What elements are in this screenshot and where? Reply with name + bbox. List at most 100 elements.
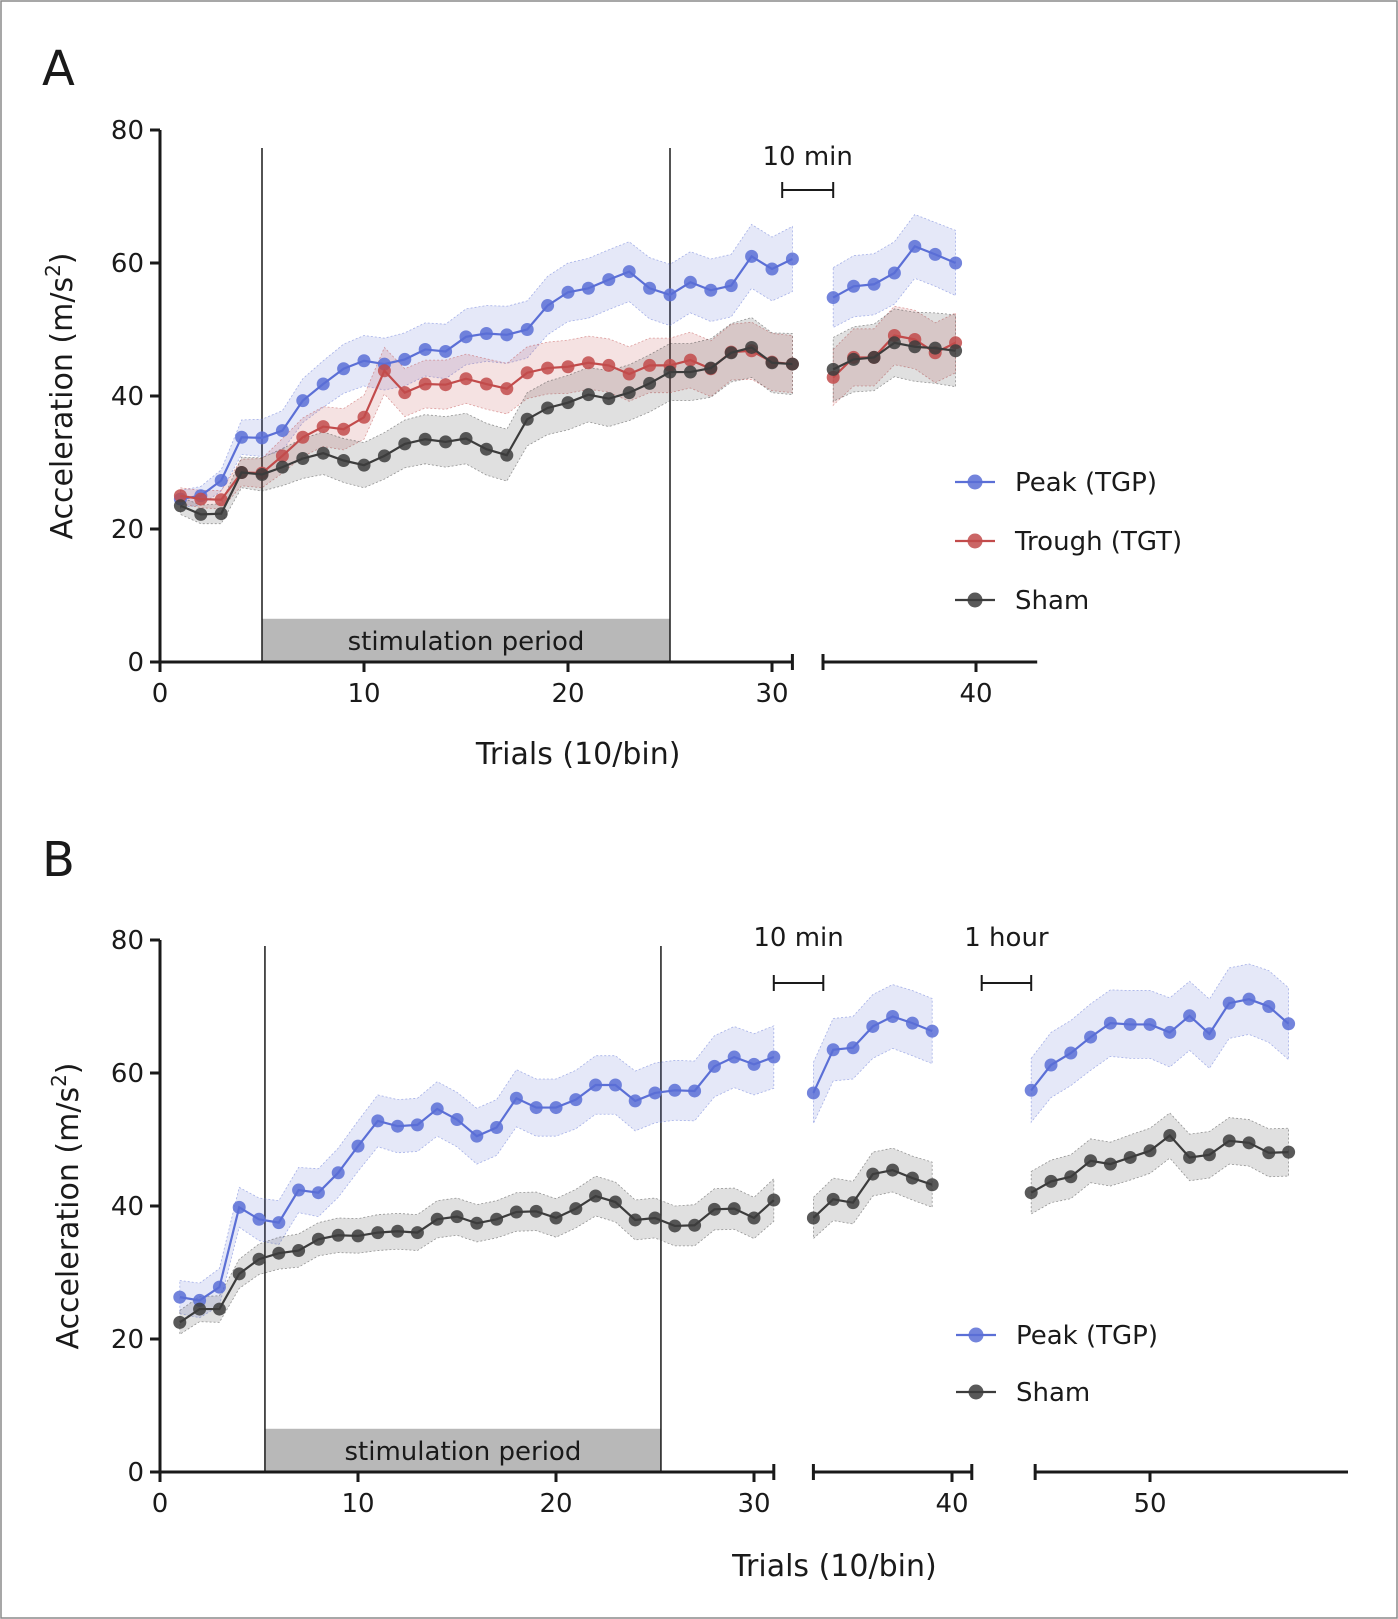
panel-a-chart: stimulation period 0 20 40 60 80 0 10 20 30 40 Tria…: [41, 116, 1182, 772]
panel-b-x-tick-label-20: 20: [539, 1489, 572, 1519]
panel-b-peak-tgp-point: [371, 1114, 385, 1128]
panel-b-peak-tgp-point: [1183, 1009, 1197, 1023]
panel-b-peak-tgp-point: [212, 1280, 226, 1294]
panel-a-peak-tgp-point: [867, 277, 881, 291]
panel-b-sham-point: [351, 1229, 365, 1243]
panel-a-y-tick-label-80: 80: [111, 116, 144, 146]
panel-a-trough-tgt-point: [602, 358, 616, 372]
panel-b-sham-point: [688, 1218, 702, 1232]
panel-b-sham-point: [1024, 1186, 1038, 1200]
panel-b-peak-tgp-point: [1163, 1025, 1177, 1039]
panel-a-trough-tgt-point: [296, 430, 310, 444]
panel-b-peak-tgp-point: [1024, 1083, 1038, 1097]
panel-b-sham-point: [886, 1163, 900, 1177]
panel-b-peak-tgp-point: [410, 1118, 424, 1132]
panel-a-peak-tgp-point: [541, 299, 555, 313]
panel-b-peak-tgp-point: [589, 1078, 603, 1092]
panel-b-x-tick-label-0: 0: [152, 1489, 169, 1519]
panel-a-trough-tgt-point: [357, 410, 371, 424]
panel-b-sham-point: [1103, 1157, 1117, 1171]
panel-b-sham-point: [391, 1224, 405, 1238]
panel-a-peak-tgp-point: [459, 330, 473, 344]
panel-a-peak-tgp-point: [398, 352, 412, 366]
panel-b-sham-error-band-2: [1030, 1112, 1289, 1215]
panel-b-sham-point: [292, 1244, 306, 1258]
panel-a-trough-tgt-point: [581, 356, 595, 370]
panel-a-stimulation-box: [262, 618, 670, 662]
panel-b-y-axis-title: Acceleration (m/s2): [47, 1062, 86, 1349]
panel-a-trough-tgt-point: [418, 377, 432, 391]
panel-a-peak-tgp-point: [908, 239, 922, 253]
panel-a-trough-tgt-point: [459, 372, 473, 386]
panel-b-peak-tgp-point: [331, 1166, 345, 1180]
panel-b-peak-tgp-point: [727, 1050, 741, 1064]
panel-a-trough-tgt-point: [622, 367, 636, 381]
panel-b-y-axis-title-main: Acceleration (m/s: [51, 1087, 86, 1350]
panel-b-chart: stimulation period 0 20 40 60 80 0 10 20 30 40 50 Tr…: [47, 923, 1348, 1584]
panel-b-peak-tgp-point: [1064, 1046, 1078, 1060]
panel-b-peak-tgp-point: [1282, 1017, 1296, 1031]
panel-b-sham-point: [232, 1267, 246, 1281]
panel-b-peak-tgp-point: [905, 1016, 919, 1030]
panel-a-peak-tgp-point: [235, 430, 249, 444]
panel-b-sham-point: [1123, 1150, 1137, 1164]
panel-a-stimulation-label: stimulation period: [348, 627, 585, 657]
panel-a-sham-point: [826, 362, 840, 376]
panel-a-sham-point: [704, 361, 718, 375]
panel-a-sham-point: [581, 388, 595, 402]
panel-b-sham-point: [846, 1196, 860, 1210]
panel-b-sham-point: [1262, 1146, 1276, 1160]
panel-a-peak-tgp-point: [316, 377, 330, 391]
panel-a-peak-tgp-point: [683, 275, 697, 289]
panel-a-annotation-label-0: 10 min: [763, 142, 853, 172]
panel-b-peak-tgp-point: [1242, 992, 1256, 1006]
panel-a-sham-point: [377, 449, 391, 463]
panel-a-trough-tgt-point: [500, 382, 514, 396]
panel-a-peak-tgp-point: [500, 328, 514, 342]
panel-b-peak-tgp-point: [391, 1119, 405, 1133]
panel-a-peak-tgp-point: [581, 281, 595, 295]
panel-a-trough-tgt-point: [541, 361, 555, 375]
panel-b-y-axis-title-superscript: 2: [47, 1074, 71, 1087]
panel-a-sham-point: [928, 341, 942, 355]
panel-a-trough-tgt-point: [520, 366, 534, 380]
panel-a-sham-error-band-1: [832, 308, 956, 402]
panel-b-sham-point: [1064, 1170, 1078, 1184]
panel-b-sham-point: [1222, 1134, 1236, 1148]
panel-a-sham-point: [316, 446, 330, 460]
panel-b-peak-tgp-point: [351, 1139, 365, 1153]
panel-a-sham-point: [500, 448, 514, 462]
panel-a-peak-tgp-point: [520, 323, 534, 336]
panel-a-sham-point: [663, 365, 677, 379]
panel-a-legend-marker-peak-tgp: [967, 474, 983, 490]
panel-a-peak-tgp-point: [622, 265, 636, 279]
panel-b-peak-tgp-point: [292, 1183, 306, 1197]
panel-b-x-tick-label-30: 30: [737, 1489, 770, 1519]
panel-a-sham-point: [337, 454, 351, 468]
panel-a-peak-tgp-point: [704, 283, 718, 297]
panel-b-x-tick-label-40: 40: [935, 1489, 968, 1519]
panel-b-sham-point: [1163, 1129, 1177, 1143]
panel-a-x-tick-label-0: 0: [152, 679, 169, 709]
panel-a-x-tick-label-40: 40: [959, 679, 992, 709]
panel-b-sham-point: [193, 1302, 207, 1316]
panel-a-peak-tgp-error-band-0: [180, 223, 793, 509]
panel-b-y-tick-label-40: 40: [111, 1192, 144, 1222]
panel-b-sham-point: [1183, 1150, 1197, 1164]
panel-a-sham-point: [418, 432, 432, 446]
panel-a-sham-point: [275, 460, 289, 474]
panel-b-legend-label-peak-tgp: Peak (TGP): [1016, 1321, 1158, 1351]
panel-b-sham-point: [707, 1202, 721, 1216]
panel-a-x-axis-title: Trials (10/bin): [475, 737, 681, 772]
panel-b-y-axis-title-end: ): [51, 1062, 86, 1074]
panel-b-stimulation-box: [264, 1428, 661, 1472]
panel-b-peak-tgp-point: [925, 1024, 939, 1038]
panel-a-peak-tgp-point: [418, 342, 432, 356]
panel-a-sham-point: [479, 442, 493, 456]
panel-a-peak-tgp-point: [337, 362, 351, 376]
panel-a-sham-point: [173, 499, 187, 513]
panel-a-sham-point: [255, 467, 269, 481]
panel-b-peak-tgp-point: [569, 1093, 583, 1107]
panel-a-y-tick-label-20: 20: [111, 515, 144, 545]
panel-a-sham-point: [745, 340, 759, 354]
